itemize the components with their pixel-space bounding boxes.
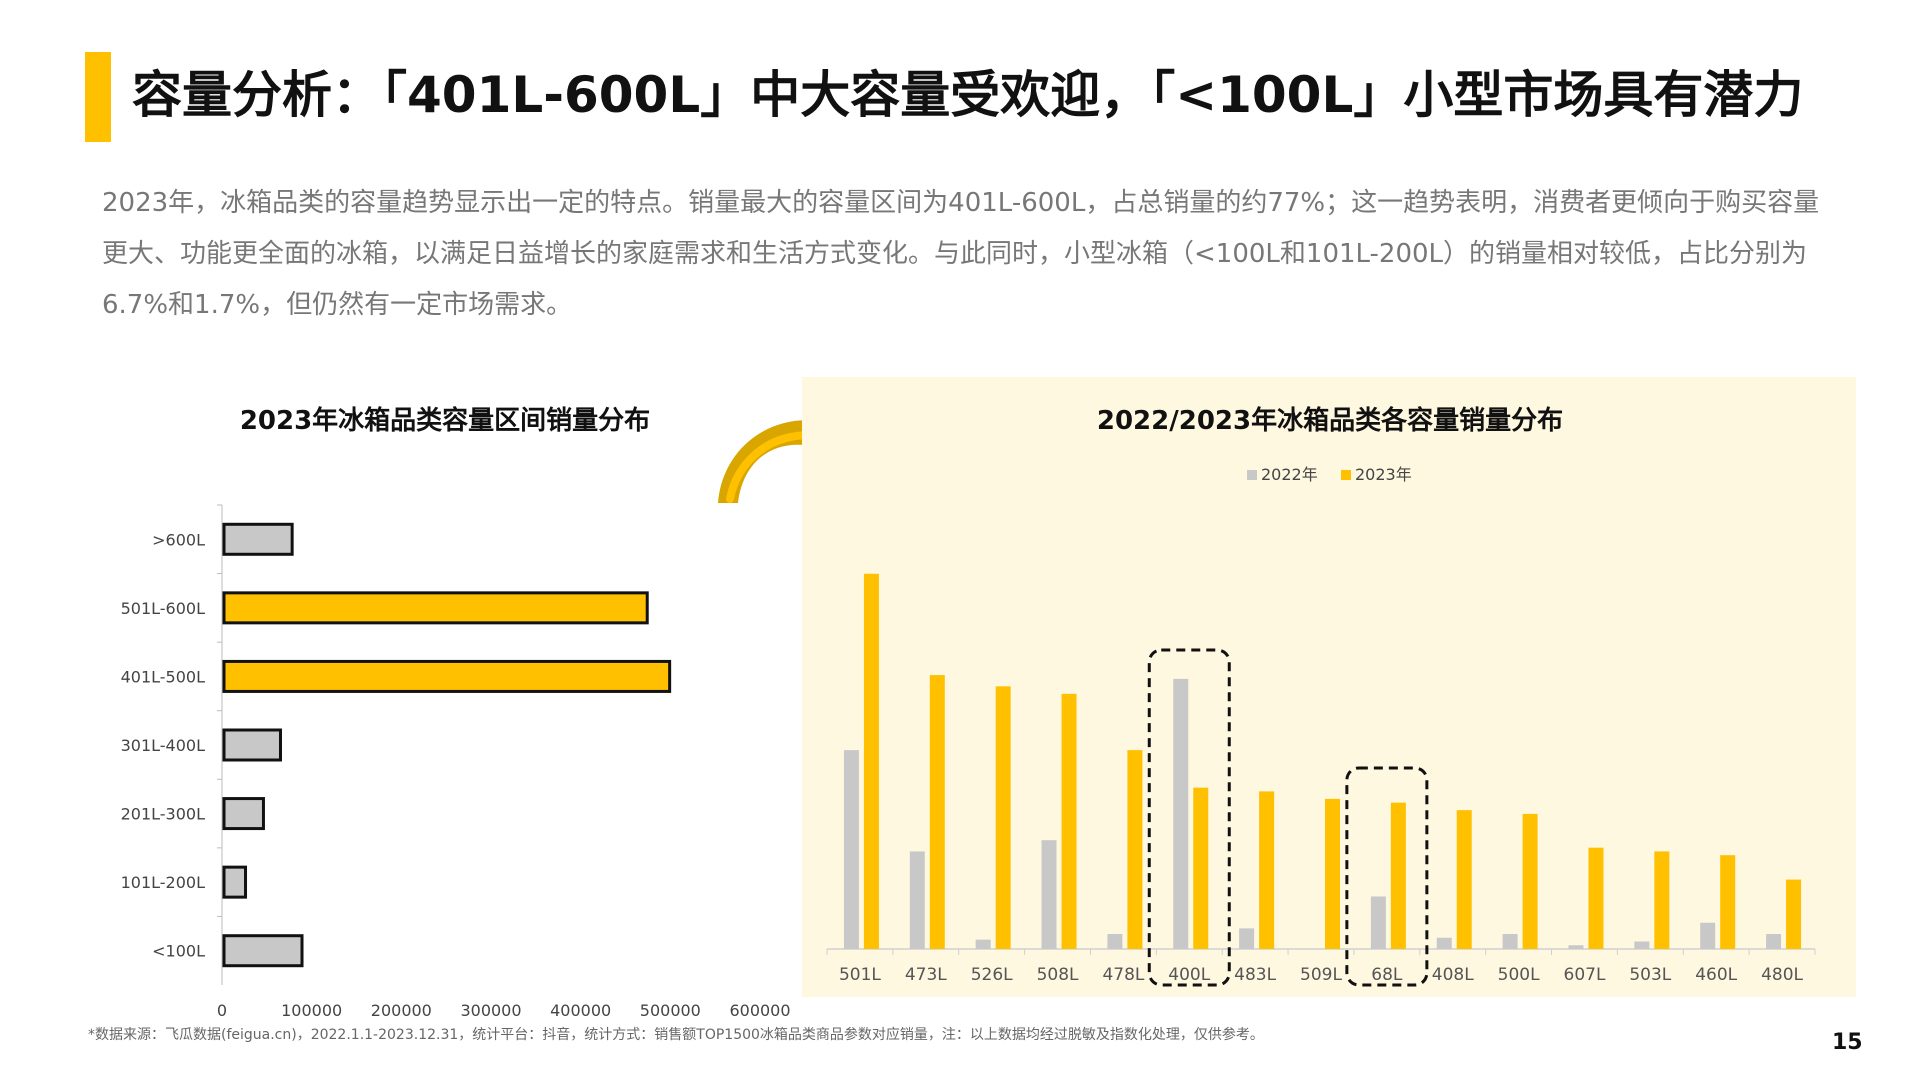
bar-2023	[1390, 802, 1406, 949]
bar	[222, 591, 649, 625]
bar-2022	[843, 750, 859, 949]
y-tick-label: 201L-300L	[121, 805, 205, 824]
bar-2023	[1522, 813, 1538, 949]
x-tick-label: 200000	[371, 1001, 432, 1020]
y-tick-label: 501L-600L	[121, 599, 205, 618]
y-tick-label: 401L-500L	[121, 667, 205, 686]
intro-paragraph: 2023年，冰箱品类的容量趋势显示出一定的特点。销量最大的容量区间为401L-6…	[102, 188, 1820, 320]
x-tick-label: 508L	[1037, 965, 1079, 985]
x-tick-label: 600000	[729, 1001, 790, 1020]
y-tick-label: 101L-200L	[121, 873, 205, 892]
legend-swatch	[1247, 470, 1257, 480]
bar-2022	[1436, 937, 1452, 949]
bar-2022	[1766, 933, 1782, 949]
x-tick-label: 607L	[1564, 965, 1606, 985]
bar-2022	[1700, 922, 1716, 949]
right-chart-title: 2022/2023年冰箱品类各容量销量分布	[1096, 406, 1564, 436]
bar-2022	[1239, 928, 1255, 949]
y-tick-label: >600L	[152, 530, 205, 549]
page-title: 容量分析：「401L-600L」中大容量受欢迎，「<100L」小型市场具有潜力	[132, 66, 1804, 124]
x-tick-label: 509L	[1300, 965, 1342, 985]
x-tick-label: 460L	[1695, 965, 1737, 985]
y-tick-label: <100L	[152, 942, 205, 961]
legend-swatch	[1341, 470, 1351, 480]
bar-2023	[1325, 798, 1340, 949]
right-bar-chart: 2022年 2023年 501L 473L 526L 508L 478L 400L 483L 50…	[826, 465, 1816, 987]
bar	[222, 865, 248, 899]
x-tick-label: 400000	[550, 1001, 611, 1020]
x-tick-label: 500000	[640, 1001, 701, 1020]
title-accent-bar	[85, 52, 111, 142]
bar	[222, 659, 672, 693]
bar-2023	[995, 686, 1011, 949]
y-tick-label: 301L-400L	[121, 736, 205, 755]
bar-2022	[1370, 896, 1386, 949]
x-tick-label: 500L	[1498, 965, 1540, 985]
bar	[222, 934, 304, 968]
x-tick-label: 400L	[1168, 965, 1210, 985]
bar-2023	[929, 675, 945, 949]
x-tick-label: 473L	[905, 965, 947, 985]
legend-label: 2023年	[1355, 465, 1412, 484]
bar-2022	[1107, 933, 1123, 949]
left-bar-chart: >600L 501L-600L 401L-500L 301L-400L 201L-300…	[121, 504, 791, 1020]
highlight-box	[1147, 648, 1231, 987]
bar-2022	[975, 939, 991, 949]
x-tick-label: 300000	[460, 1001, 521, 1020]
bar	[222, 797, 265, 831]
x-tick-label: 100000	[281, 1001, 342, 1020]
x-tick-label: 0	[217, 1001, 227, 1020]
bar-2023	[863, 573, 879, 949]
bar-2023	[1259, 791, 1275, 949]
bar-2023	[1061, 693, 1077, 949]
bar-2022	[1634, 941, 1650, 949]
bar	[222, 728, 282, 762]
x-tick-label: 68L	[1371, 965, 1403, 985]
bar-2023	[1786, 879, 1802, 949]
bar-2022	[1502, 933, 1518, 949]
x-tick-label: 478L	[1102, 965, 1144, 985]
x-tick-label: 480L	[1761, 965, 1803, 985]
bar-2023	[1456, 810, 1472, 949]
bar-2023	[1127, 750, 1143, 949]
bar-2022	[1568, 945, 1584, 949]
bar-2023	[1654, 851, 1670, 949]
x-tick-label: 501L	[839, 965, 881, 985]
bar-2023	[1193, 787, 1209, 949]
bar-2023	[1720, 855, 1736, 949]
page-number: 15	[1832, 1030, 1863, 1055]
bar-2023	[1588, 847, 1604, 949]
x-tick-label: 483L	[1234, 965, 1276, 985]
bar	[222, 522, 294, 556]
bar-2022	[1041, 840, 1057, 949]
footnote: *数据来源：飞瓜数据(feigua.cn)，2022.1.1-2023.12.3…	[88, 1027, 1264, 1043]
highlight-box	[1345, 766, 1429, 987]
legend-label: 2022年	[1261, 465, 1318, 484]
x-tick-label: 408L	[1432, 965, 1474, 985]
x-tick-label: 526L	[971, 965, 1013, 985]
x-tick-label: 503L	[1629, 965, 1671, 985]
left-chart-title: 2023年冰箱品类容量区间销量分布	[239, 406, 651, 436]
bar-2022	[909, 851, 925, 949]
bar-2022	[1173, 678, 1189, 949]
